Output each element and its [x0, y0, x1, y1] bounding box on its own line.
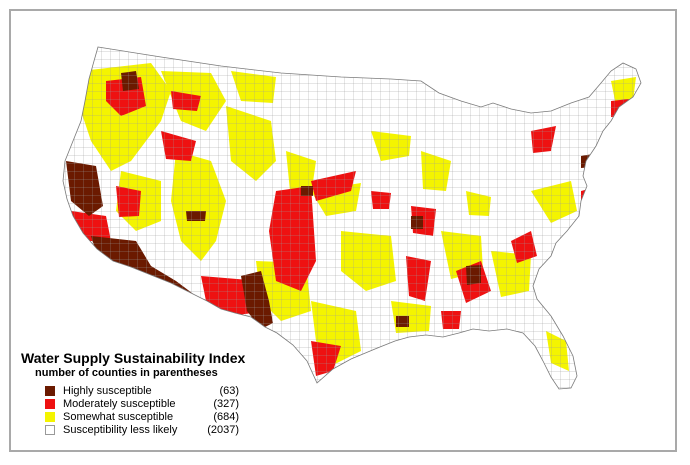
legend-item-label: Susceptibility less likely	[63, 424, 178, 436]
legend-item-less-likely: Susceptibility less likely (2037)	[45, 424, 281, 437]
legend-item-count: (684)	[213, 411, 239, 423]
legend-swatch	[45, 399, 55, 409]
legend-item-count: (63)	[219, 385, 239, 397]
legend-swatch	[45, 386, 55, 396]
figure-frame: Water Supply Sustainability Index number…	[9, 9, 677, 452]
legend-swatch	[45, 425, 55, 435]
legend-item-label: Somewhat susceptible	[63, 411, 174, 423]
legend-swatch	[45, 412, 55, 422]
legend-item-moderately: Moderately susceptible (327)	[45, 398, 281, 411]
legend-subtitle: number of counties in parentheses	[35, 367, 218, 379]
legend-item-count: (327)	[213, 398, 239, 410]
legend-title: Water Supply Sustainability Index	[21, 350, 246, 366]
legend-item-label: Moderately susceptible	[63, 398, 176, 410]
legend-item-highly: Highly susceptible (63)	[45, 385, 281, 398]
map-legend: Water Supply Sustainability Index number…	[21, 350, 281, 437]
us-county-map	[62, 46, 642, 390]
legend-item-label: Highly susceptible	[63, 385, 152, 397]
legend-item-count: (2037)	[207, 424, 239, 436]
legend-item-somewhat: Somewhat susceptible (684)	[45, 411, 281, 424]
